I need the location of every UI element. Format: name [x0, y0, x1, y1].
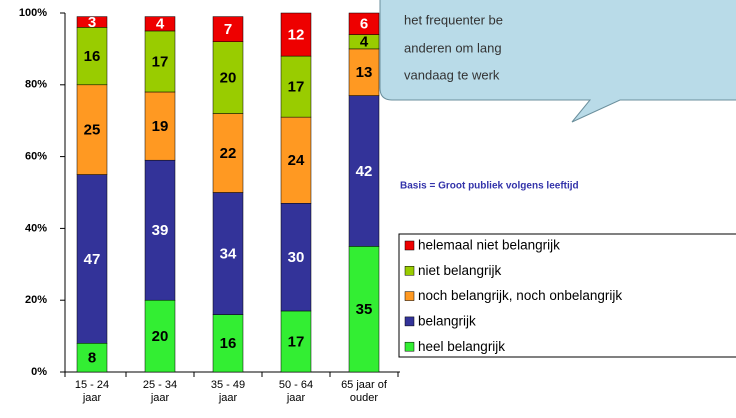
callout-bubble	[379, 0, 736, 123]
bar-segment	[280, 203, 312, 312]
value-label: 35	[356, 301, 373, 318]
bar-segment	[348, 12, 380, 35]
bar-segment	[280, 116, 312, 204]
legend-swatch	[404, 316, 415, 327]
y-tick-label: 20%	[25, 294, 47, 306]
value-label: 30	[288, 249, 305, 266]
value-label: 34	[220, 245, 237, 262]
legend-label: noch belangrijk, noch onbelangrijk	[418, 288, 622, 303]
value-label: 4	[360, 34, 369, 51]
legend-swatch	[404, 341, 415, 352]
value-label: 8	[88, 350, 96, 367]
value-label: 17	[288, 333, 305, 350]
bar-segment	[280, 310, 312, 373]
legend-label: belangrijk	[418, 313, 476, 328]
value-label: 39	[152, 222, 169, 239]
x-tick-label: 15 - 24 jaar	[74, 379, 110, 404]
legend-swatch	[404, 266, 415, 276]
value-label: 24	[288, 152, 305, 169]
callout-text: anderen om lang	[404, 40, 502, 55]
x-tick-label: 25 - 34 jaar	[142, 379, 178, 404]
legend-swatch	[404, 291, 415, 301]
x-tick-label: 65 jaar of ouder	[341, 379, 387, 404]
y-tick-label: 80%	[25, 79, 47, 91]
bar-segment	[212, 16, 244, 42]
value-label: 22	[220, 145, 237, 162]
bar-segment	[76, 84, 108, 175]
bar-segment	[76, 16, 108, 28]
y-tick-label: 40%	[25, 222, 47, 234]
value-label: 3	[88, 14, 96, 31]
x-tick-label: 50 - 64 jaar	[278, 379, 314, 404]
bar-segment	[212, 113, 244, 193]
value-label: 20	[220, 70, 237, 87]
value-label: 13	[356, 64, 373, 81]
bar-segment	[280, 55, 312, 118]
value-label: 4	[156, 16, 165, 33]
bar-segment	[348, 246, 380, 373]
y-tick-label: 60%	[25, 151, 47, 163]
value-label: 16	[220, 335, 237, 352]
y-tick-label: 100%	[19, 7, 47, 19]
value-label: 42	[356, 163, 373, 180]
basis-note: Basis = Groot publiek volgens leeftijd	[400, 181, 579, 192]
bar-segment	[76, 27, 108, 86]
y-tick-label: 0%	[31, 366, 47, 378]
value-label: 6	[360, 16, 368, 33]
bar-segment	[144, 16, 176, 32]
legend-swatch	[404, 240, 415, 251]
legend-label: helemaal niet belangrijk	[418, 238, 560, 253]
bar-segment	[212, 192, 244, 315]
value-label: 20	[152, 328, 169, 345]
value-label: 47	[84, 251, 101, 268]
bar-segment	[144, 159, 176, 301]
value-label: 12	[288, 27, 305, 44]
legend-box	[398, 233, 736, 358]
value-label: 7	[224, 21, 232, 38]
value-label: 17	[288, 79, 305, 96]
bar-segment	[76, 343, 108, 373]
callout-text: vandaag te werk	[404, 67, 500, 82]
x-tick-label: 35 - 49 jaar	[210, 379, 246, 404]
value-label: 19	[152, 118, 169, 135]
value-label: 17	[152, 53, 169, 70]
value-label: 16	[84, 48, 101, 65]
bar-segment	[144, 30, 176, 93]
bar-segment	[348, 48, 380, 96]
value-label: 25	[84, 122, 101, 139]
legend-label: niet belangrijk	[418, 263, 502, 278]
bar-segment	[144, 91, 176, 161]
callout-text: het frequenter be	[404, 12, 503, 27]
bar-segment	[144, 299, 176, 373]
bar-segment	[212, 314, 244, 373]
bar-segment	[212, 41, 244, 114]
bar-segment	[280, 12, 312, 57]
legend-label: heel belangrijk	[418, 339, 505, 354]
